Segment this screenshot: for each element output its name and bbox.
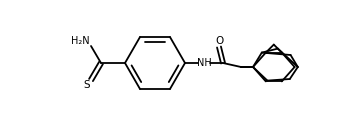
Text: H₂N: H₂N xyxy=(71,36,89,46)
Text: NH: NH xyxy=(197,58,211,68)
Text: O: O xyxy=(215,36,223,46)
Text: S: S xyxy=(84,80,90,90)
